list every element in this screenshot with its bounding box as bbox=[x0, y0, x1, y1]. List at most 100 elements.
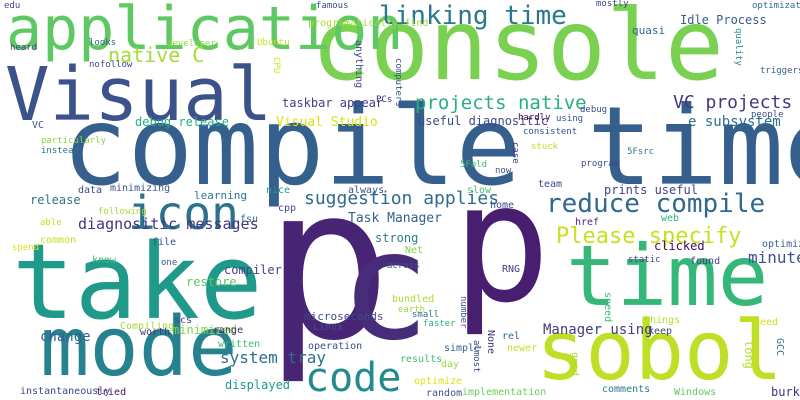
word-case: day bbox=[441, 359, 460, 370]
word-linux: results bbox=[400, 354, 443, 365]
word-across: bundled bbox=[392, 294, 435, 305]
word-one: scs bbox=[174, 315, 193, 326]
word-linking-time: linking time bbox=[379, 1, 567, 31]
word-earth: faster bbox=[423, 319, 456, 329]
word-c: c bbox=[340, 200, 431, 374]
word-debug: hardly bbox=[518, 113, 551, 123]
word-ubuntu: triggers bbox=[760, 66, 800, 76]
word-implementation: Windows bbox=[674, 387, 717, 398]
word-pcs: debug bbox=[580, 105, 608, 115]
word-microseconds: displayed bbox=[225, 378, 291, 392]
word-able: particularly bbox=[41, 136, 107, 146]
word-home: always bbox=[348, 185, 385, 196]
word-random: Net bbox=[405, 245, 424, 256]
word-using: consistent bbox=[523, 127, 578, 137]
word-static: found bbox=[690, 256, 721, 267]
word-e-subsystem: useful diagnositic bbox=[418, 114, 549, 128]
word-compiling: tried bbox=[96, 387, 127, 398]
word-mode: mode bbox=[40, 300, 238, 395]
word-work: data bbox=[78, 185, 103, 196]
word-small: number bbox=[458, 296, 468, 329]
word-newer: good bbox=[569, 352, 580, 377]
word-minimized: know bbox=[92, 255, 117, 266]
word-data: following bbox=[98, 207, 147, 217]
word-know: minute bbox=[748, 248, 800, 267]
word-manager-using: clicked bbox=[654, 239, 705, 253]
word-spend: instead bbox=[41, 146, 79, 156]
word-fsu: file bbox=[152, 237, 177, 248]
word-program: case bbox=[510, 142, 520, 164]
word-projects-native: Please specify bbox=[556, 224, 742, 249]
word-people: using bbox=[556, 114, 584, 124]
word-nice: learning bbox=[194, 189, 247, 202]
word-compiler: strong bbox=[375, 231, 419, 245]
word-optimize: across bbox=[387, 261, 420, 271]
word-things: static bbox=[628, 255, 661, 265]
word-stuck: now bbox=[495, 166, 512, 176]
word-net: RNG bbox=[502, 264, 521, 275]
word-release: e subsystem bbox=[688, 114, 781, 130]
word-good: things bbox=[644, 315, 681, 326]
word-diagnositic-messages: prints useful bbox=[604, 183, 698, 197]
word-console: console bbox=[311, 0, 725, 103]
word-change: taskbar appear bbox=[282, 96, 384, 110]
word-visual: Visual bbox=[5, 52, 273, 138]
word-suggestion-applies: projects native bbox=[415, 92, 587, 114]
word-results: written bbox=[218, 339, 261, 350]
word-speed: optimizing bbox=[762, 239, 800, 250]
word-p-large: p bbox=[264, 140, 392, 387]
word-href: home bbox=[490, 200, 515, 211]
word-web: team bbox=[538, 179, 563, 190]
word-reduce-compile: reduce compile bbox=[546, 189, 766, 219]
word-visual-studio: system tray bbox=[220, 348, 326, 367]
word-cpu: quasi bbox=[632, 24, 666, 37]
word-windows: GCC bbox=[774, 338, 785, 357]
word-burkardt: operation bbox=[308, 341, 363, 352]
word-operation: microseconds bbox=[304, 310, 384, 323]
word-native-c: native C bbox=[108, 43, 205, 67]
word-need: speed bbox=[602, 292, 613, 323]
word-anything: people bbox=[751, 110, 784, 120]
word-compile-time: compile time bbox=[62, 83, 800, 210]
word-clicked: restore bbox=[186, 275, 237, 289]
word-bundled: small bbox=[412, 310, 440, 320]
word-computers: PCs bbox=[376, 95, 393, 105]
word-edu: heard bbox=[10, 43, 38, 53]
word-prints-useful: Idle Process bbox=[680, 13, 767, 27]
word-following: spend bbox=[12, 243, 40, 253]
word-p-right: p bbox=[452, 148, 551, 339]
word-instantaneously: implementation bbox=[462, 387, 547, 398]
word-developer: Ubuntu bbox=[257, 38, 290, 48]
word-system-tray: VC projects bbox=[673, 92, 793, 113]
word-rng: earth bbox=[398, 305, 426, 315]
word-particularly: edu bbox=[4, 1, 21, 11]
word-common: able bbox=[40, 218, 62, 228]
word-programatically-find: anything bbox=[353, 40, 364, 89]
word-code: code bbox=[305, 355, 402, 400]
word-instead: VC bbox=[32, 120, 45, 131]
word-faster: almost bbox=[471, 340, 481, 373]
word-number: None bbox=[485, 330, 496, 355]
word-icon: icon bbox=[128, 186, 239, 240]
word-restore: compiler bbox=[224, 263, 282, 277]
word-triggers: optimization bbox=[752, 1, 800, 11]
word-cpp: fsu bbox=[240, 214, 259, 225]
word-gcc: long bbox=[742, 340, 756, 369]
word-5fsrc: program bbox=[581, 159, 619, 169]
word-tried: comments bbox=[602, 384, 651, 395]
word-5fold: stuck bbox=[531, 142, 559, 152]
word-mostly: programatically find bbox=[308, 18, 429, 29]
word-time-right: time bbox=[566, 227, 769, 325]
word-file: range bbox=[213, 325, 244, 336]
word-slow: cpp bbox=[278, 203, 297, 214]
word-now: random bbox=[426, 388, 463, 399]
word-optimizing: web bbox=[661, 213, 680, 224]
word-idle-process: Visual Studio bbox=[276, 115, 378, 130]
word-simple: rel bbox=[502, 331, 521, 342]
word-looks: CPU bbox=[271, 57, 281, 74]
word-hardly: 5Fsrc bbox=[627, 147, 655, 157]
word-consistent: 5Fold bbox=[460, 160, 488, 170]
word-vc: nofollow bbox=[89, 60, 133, 70]
word-team: slow bbox=[467, 185, 492, 196]
